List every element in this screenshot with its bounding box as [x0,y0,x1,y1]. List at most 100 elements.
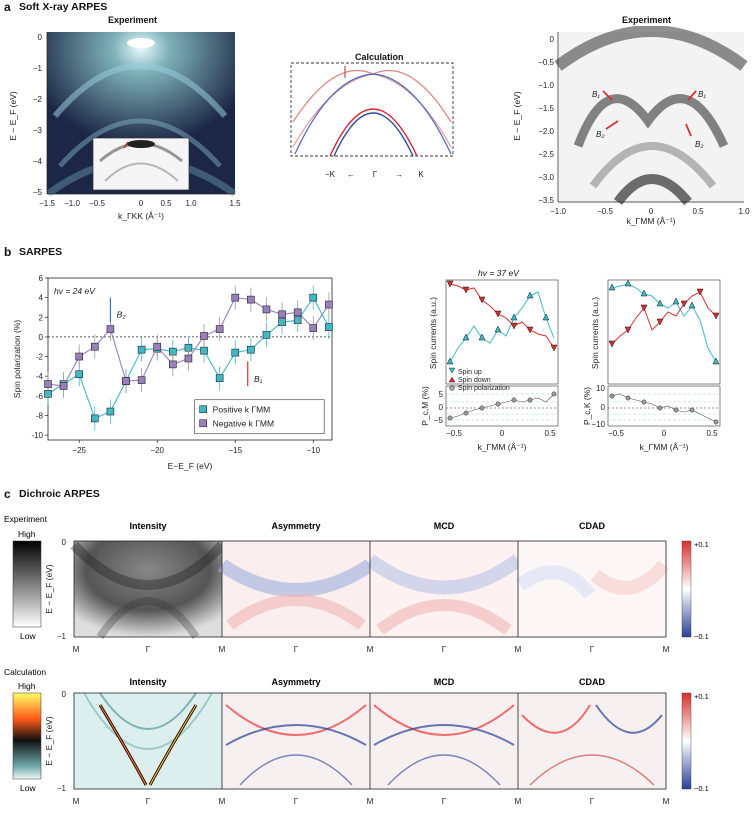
kx-label-2: k_ΓMM (Å⁻¹) [640,442,689,452]
legend-swatch-negative [199,419,207,428]
b2-label: B₂ [117,309,127,319]
x-tick-label: −10 [306,446,320,455]
col-title-cdad-2: CDAD [579,677,605,687]
data-point [106,407,115,416]
svg-text:−0.5: −0.5 [608,429,624,438]
svg-text:−1: −1 [57,632,67,641]
panel-a-title: Soft X-ray ARPES [19,1,108,13]
svg-text:1.0: 1.0 [738,207,750,216]
panel-c-figure: Experiment High Low Intensity Asymmetry … [4,514,709,806]
svg-text:0: 0 [139,199,144,208]
spin-legend-pol: Spin polarization [458,385,510,392]
band-label-b2: B₂ [596,130,604,139]
svg-text:0: 0 [500,429,505,438]
y-tick-label: -2 [36,353,44,362]
data-point [309,324,318,332]
band-label-b1: B₁ [592,90,600,99]
svg-text:−0.5: −0.5 [597,207,613,216]
data-point [325,323,333,331]
data-point [231,348,240,357]
svg-text:−1: −1 [57,784,67,793]
x-tick: M [73,645,80,654]
high-label-2: High [18,681,36,691]
x-tick: M [219,645,226,654]
svg-text:−2.5: −2.5 [538,150,554,159]
x-tick: Γ [442,645,447,654]
panel-a-left-arpes: 0 −1 −2 −3 −4 −5 −1.5 −1.0 −0.5 0 0.5 1.0 1.5 E −… [8,32,241,221]
x-tick: M [515,645,522,654]
data-point [200,332,208,340]
rb-colorbar [681,540,692,638]
data-point [215,325,224,333]
x-tick: M [367,645,374,654]
y-tick-label: -10 [31,431,43,440]
pz-label-2: P_c,K (%) [582,387,592,425]
svg-text:0: 0 [439,403,444,412]
svg-text:1.5: 1.5 [229,199,241,208]
spin-currents-ylabel-2: Spin currents (a.u.) [590,297,600,369]
svg-text:0: 0 [62,690,67,699]
spin-legend-down: Spin down [458,377,491,384]
panel-a-label: a [4,0,11,14]
svg-text:0.5: 0.5 [692,207,704,216]
legend-swatch-positive [199,405,207,414]
data-point [91,342,99,351]
svg-text:−1.0: −1.0 [538,81,554,90]
svg-text:−5: −5 [33,188,43,197]
y-tick-label: -4 [36,372,44,381]
c-ylabel: E − E_F (eV) [44,564,54,614]
right-xlabel: k_ΓMM (Å⁻¹) [627,216,676,226]
x-tick: M [663,797,670,806]
sarpes-chart: -10 -8 -6 -4 -2 0 2 4 6 −25 −20 −15 −10 E−E_F (eV) Spi… [12,274,333,471]
data-point [153,342,162,351]
panel-a-calc: −K ← Γ → K [290,62,454,179]
b1-label: B₁ [254,374,263,384]
svg-text:0: 0 [649,207,654,216]
y-tick-label: -6 [36,392,44,401]
calc-tick: → [395,170,403,179]
x-tick: Γ [294,797,299,806]
x-tick: M [663,645,670,654]
panel-a-right-arpes: 0 −0.5 −1.0 −1.5 −2.0 −2.5 −3.0 −3.5 −1.0 −0.5… [512,26,750,226]
data-point [200,346,208,355]
y-axis-label: Spin polarization (%) [12,320,22,399]
svg-text:−1.0: −1.0 [550,207,566,216]
panel-a-calc-title: Calculation [355,52,404,62]
rb-colorbar-2 [681,692,692,790]
y-tick-label: 6 [39,274,44,283]
kx-label: k_ΓMM (Å⁻¹) [478,442,527,452]
x-tick: M [515,797,522,806]
data-point [122,377,130,385]
svg-text:−3.5: −3.5 [538,196,554,205]
data-point [262,305,271,314]
panel-a-right-title: Experiment [622,15,672,25]
svg-text:−1: −1 [33,64,43,73]
hv-right-label: hv = 37 eV [478,268,519,278]
svg-text:0.5: 0.5 [706,429,718,438]
x-tick: M [73,797,80,806]
data-point [91,414,99,423]
panel-a-left-title: Experiment [108,15,158,25]
svg-text:−1.0: −1.0 [64,199,80,208]
calc-label: Calculation [4,667,46,677]
data-point [293,308,302,317]
exp-label: Experiment [4,514,48,524]
y-tick-label: 0 [39,333,44,342]
data-point [137,376,146,384]
svg-text:−5: −5 [434,416,444,425]
band-label-b1: B₁ [698,90,706,99]
svg-text:−1.5: −1.5 [39,199,55,208]
data-point [106,325,115,333]
panel-c-title: Dichroic ARPES [19,488,100,500]
c-ylabel-2: E − E_F (eV) [44,716,54,766]
x-tick: Γ [146,645,151,654]
y-tick-label: 2 [39,313,44,322]
heat-colorbar [12,692,42,780]
x-tick: Γ [442,797,447,806]
high-label: High [18,529,36,539]
svg-text:0: 0 [601,403,606,412]
calc-tick: −K [325,170,336,179]
svg-text:−3: −3 [33,126,43,135]
left-xlabel: k_ΓKK (Å⁻¹) [118,211,164,221]
col-title-intensity: Intensity [129,521,166,531]
